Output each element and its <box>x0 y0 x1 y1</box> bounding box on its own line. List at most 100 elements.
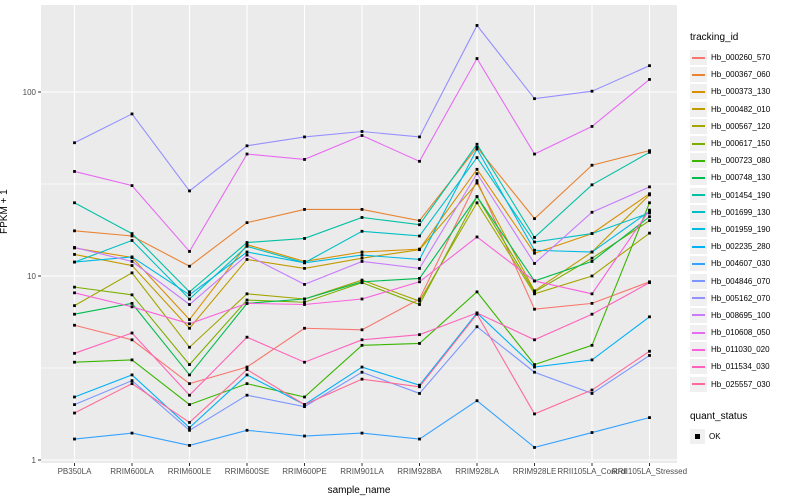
data-point-marker <box>188 318 191 321</box>
data-point-marker <box>245 292 249 296</box>
data-point-marker <box>590 125 594 128</box>
data-point-marker <box>188 393 191 397</box>
x-tick-label-RRIM928LA: RRIM928LA <box>455 467 499 476</box>
legend-entry-Hb_008695_100: Hb_008695_100 <box>690 307 798 324</box>
data-point-marker <box>245 365 249 369</box>
data-point-marker <box>475 325 479 329</box>
legend-entry-Hb_000723_080: Hb_000723_080 <box>690 152 798 169</box>
data-point-marker <box>303 208 306 211</box>
legend-entry-Hb_011030_020: Hb_011030_020 <box>690 341 798 358</box>
data-point-marker <box>475 167 479 171</box>
data-point-marker <box>590 183 594 187</box>
data-point-marker <box>648 208 651 212</box>
data-point-marker <box>590 301 594 305</box>
legend-key-line-icon <box>690 273 707 289</box>
data-point-marker <box>130 358 134 362</box>
data-point-marker <box>418 219 421 223</box>
data-point-marker <box>245 241 249 244</box>
data-point-marker <box>533 251 536 255</box>
legend-key-line-icon <box>690 256 707 272</box>
legend-entry-Hb_002235_280: Hb_002235_280 <box>690 238 798 255</box>
data-point-marker <box>648 64 651 68</box>
data-point-marker <box>590 292 594 296</box>
data-point-marker <box>418 159 421 163</box>
data-point-marker <box>130 379 134 383</box>
data-point-marker <box>648 78 651 81</box>
data-point-marker <box>360 343 364 347</box>
legend-key-line-icon <box>690 118 707 134</box>
data-point-marker <box>475 195 479 199</box>
data-point-marker <box>245 298 249 302</box>
x-tick-label-RRII105LA_Control: RRII105LA_Control <box>557 467 627 476</box>
data-point-marker <box>245 258 249 261</box>
legend-entry-Hb_000367_060: Hb_000367_060 <box>690 66 798 83</box>
data-point-marker <box>533 363 536 366</box>
data-point-marker <box>303 405 306 409</box>
data-point-marker <box>245 253 249 257</box>
legend-entry-Hb_005162_070: Hb_005162_070 <box>690 290 798 307</box>
data-point-marker <box>590 232 594 235</box>
data-point-marker <box>533 412 536 416</box>
data-point-marker <box>188 428 191 432</box>
data-point-marker <box>648 416 651 419</box>
data-point-marker <box>590 312 594 316</box>
legend-entry-label: Hb_005162_070 <box>711 293 771 303</box>
data-point-marker <box>648 231 651 235</box>
legend-entry-Hb_001454_190: Hb_001454_190 <box>690 187 798 204</box>
data-point-marker <box>188 363 191 366</box>
data-point-marker <box>188 250 191 253</box>
legend-entry-label: Hb_000260_570 <box>711 53 771 63</box>
data-point-marker <box>533 217 536 221</box>
y-axis-title: FPKM + 1 <box>0 189 10 234</box>
data-point-marker <box>533 240 536 244</box>
data-point-marker <box>130 338 134 342</box>
data-point-marker <box>130 301 134 305</box>
data-point-marker <box>245 243 249 247</box>
data-point-marker <box>533 279 536 283</box>
data-point-marker <box>360 260 364 263</box>
data-point-marker <box>188 345 191 349</box>
data-point-marker <box>418 266 421 270</box>
data-point-marker <box>245 244 249 248</box>
data-point-marker <box>73 411 76 415</box>
data-point-marker <box>475 24 479 27</box>
data-point-marker <box>360 256 364 260</box>
legend-entry-Hb_001959_190: Hb_001959_190 <box>690 221 798 238</box>
data-point-marker <box>648 193 651 197</box>
legend-entry-label: Hb_010608_050 <box>711 328 771 338</box>
data-point-marker <box>475 181 479 185</box>
data-point-marker <box>648 215 651 219</box>
legend-key-line-icon <box>690 50 707 66</box>
data-point-marker <box>303 135 306 139</box>
data-point-marker <box>73 229 76 233</box>
legend-key-line-icon <box>690 239 707 255</box>
data-point-marker <box>303 158 306 161</box>
data-point-marker <box>360 130 364 133</box>
data-point-marker <box>648 149 651 153</box>
legend-key-line-icon <box>690 67 707 83</box>
data-point-marker <box>303 300 306 304</box>
x-tick-label-RRIM600LE: RRIM600LE <box>167 467 212 476</box>
x-tick-label-PB350LA: PB350LA <box>57 467 92 476</box>
data-point-marker <box>245 221 249 225</box>
legend-entry-label: Hb_000373_130 <box>711 87 771 97</box>
legend-entry-Hb_000373_130: Hb_000373_130 <box>690 83 798 100</box>
data-point-marker <box>73 403 76 407</box>
legend-key-line-icon <box>690 136 707 152</box>
data-point-marker <box>590 256 594 260</box>
x-tick-label-RRIM600LA: RRIM600LA <box>110 467 154 476</box>
legend-entry-Hb_025557_030: Hb_025557_030 <box>690 376 798 393</box>
data-point-marker <box>418 342 421 345</box>
data-point-marker <box>360 208 364 211</box>
legend-title-tracking-id: tracking_id <box>690 32 739 43</box>
data-point-marker <box>360 250 364 254</box>
data-point-marker <box>533 262 536 265</box>
data-point-marker <box>245 301 249 305</box>
data-point-marker <box>590 210 594 214</box>
x-tick-label-RRIM928LE: RRIM928LE <box>512 467 557 476</box>
data-point-marker <box>73 312 76 316</box>
data-point-marker <box>360 229 364 233</box>
data-point-marker <box>303 283 306 286</box>
legend-entry-Hb_000567_120: Hb_000567_120 <box>690 118 798 135</box>
legend-entry-label: Hb_008695_100 <box>711 310 771 320</box>
